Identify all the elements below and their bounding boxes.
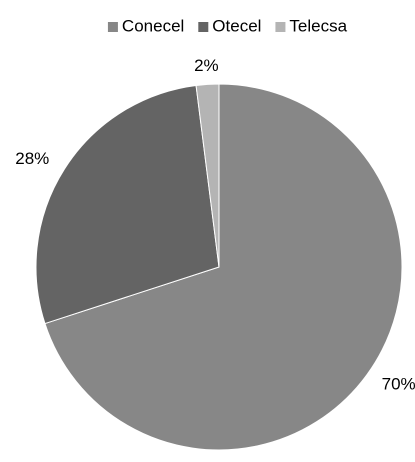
legend-label-otecel: Otecel (212, 16, 261, 35)
pie-slices (35, 83, 403, 451)
pie-slice-telecsa (195, 83, 220, 268)
pie-slice-conecel (44, 83, 403, 451)
legend-label-telecsa: Telecsa (289, 16, 347, 35)
legend-item-otecel: Otecel (198, 16, 261, 35)
legend-swatch-conecel (107, 22, 118, 32)
data-label-otecel: 28% (15, 149, 49, 168)
legend-item-telecsa: Telecsa (275, 16, 348, 35)
legend-item-conecel: Conecel (107, 16, 184, 35)
data-label-conecel: 70% (382, 375, 415, 394)
legend-label-conecel: Conecel (122, 16, 184, 35)
data-labels: 70% 28% 2% (15, 56, 415, 394)
legend-swatch-telecsa (275, 22, 286, 32)
pie-slice-otecel (35, 84, 220, 325)
legend: Conecel Otecel Telecsa (107, 16, 348, 35)
data-label-telecsa: 2% (194, 56, 219, 75)
legend-swatch-otecel (198, 22, 209, 32)
